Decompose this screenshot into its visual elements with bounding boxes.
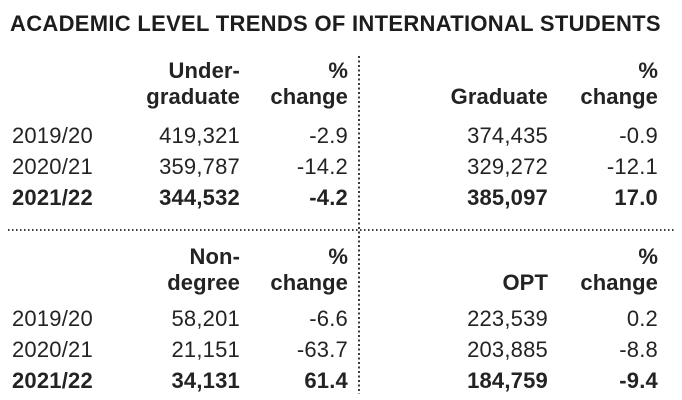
column-header-line: Graduate xyxy=(450,84,548,109)
header-row-bottom: Non- degree % change OPT % change xyxy=(0,244,682,296)
column-header-line xyxy=(348,58,548,84)
value-cell: 344,532 xyxy=(159,185,240,210)
column-header-line: change xyxy=(580,270,658,295)
column-header-line: % xyxy=(638,244,658,269)
value-cell: 419,321 xyxy=(159,123,240,148)
pct-change-cell: -0.9 xyxy=(619,123,658,148)
data-rows-top: 2019/20 419,321 -2.9 374,435 -0.9 2020/2… xyxy=(0,120,682,213)
column-header-nondegree: Non- degree xyxy=(107,244,240,296)
column-header-pct-change: % change xyxy=(240,58,348,110)
header-row-top: Under- graduate % change Graduate % chan… xyxy=(0,58,682,110)
pct-change-cell: -14.2 xyxy=(296,154,348,179)
pct-change-cell: 17.0 xyxy=(614,185,658,210)
table-section-top: Under- graduate % change Graduate % chan… xyxy=(0,58,682,213)
pct-change-cell: -63.7 xyxy=(296,337,348,362)
value-cell: 203,885 xyxy=(467,337,548,362)
pct-change-cell: -2.9 xyxy=(309,123,348,148)
pct-change-cell: -6.6 xyxy=(309,306,348,331)
year-label: 2020/21 xyxy=(12,154,93,179)
column-header-pct-change: % change xyxy=(240,244,348,296)
column-header-line: % xyxy=(328,244,348,269)
column-header-line: Under- xyxy=(168,58,240,83)
year-label: 2021/22 xyxy=(12,368,93,393)
value-cell: 184,759 xyxy=(467,368,548,393)
column-header-opt: OPT xyxy=(348,244,548,296)
table-row-latest-year: 2021/22 34,131 61.4 184,759 -9.4 xyxy=(0,365,682,396)
value-cell: 374,435 xyxy=(467,123,548,148)
column-header-line: degree xyxy=(167,270,240,295)
table-row: 2019/20 419,321 -2.9 374,435 -0.9 xyxy=(0,120,682,151)
column-header-line: graduate xyxy=(146,84,240,109)
page-title: ACADEMIC LEVEL TRENDS OF INTERNATIONAL S… xyxy=(10,11,661,36)
table-row: 2020/21 359,787 -14.2 329,272 -12.1 xyxy=(0,151,682,182)
column-header-line: Non- xyxy=(189,244,240,269)
data-rows-bottom: 2019/20 58,201 -6.6 223,539 0.2 2020/21 … xyxy=(0,303,682,396)
column-header-undergraduate: Under- graduate xyxy=(107,58,240,110)
table-section-bottom: Non- degree % change OPT % change 2019/2… xyxy=(0,244,682,396)
column-header-line: change xyxy=(580,84,658,109)
column-header-line: % xyxy=(638,58,658,83)
value-cell: 329,272 xyxy=(467,154,548,179)
column-header-line xyxy=(348,244,548,270)
value-cell: 21,151 xyxy=(171,337,240,362)
pct-change-cell: 61.4 xyxy=(304,368,348,393)
pct-change-cell: -4.2 xyxy=(309,185,348,210)
table-row: 2019/20 58,201 -6.6 223,539 0.2 xyxy=(0,303,682,334)
table-row-latest-year: 2021/22 344,532 -4.2 385,097 17.0 xyxy=(0,182,682,213)
column-header-pct-change: % change xyxy=(548,58,658,110)
pct-change-cell: 0.2 xyxy=(626,306,658,331)
year-label: 2019/20 xyxy=(12,123,93,148)
year-label: 2019/20 xyxy=(12,306,93,331)
pct-change-cell: -9.4 xyxy=(619,368,658,393)
column-header-graduate: Graduate xyxy=(348,58,548,110)
value-cell: 223,539 xyxy=(467,306,548,331)
column-header-line: OPT xyxy=(502,270,548,295)
year-label: 2021/22 xyxy=(12,185,93,210)
column-header-line: % xyxy=(328,58,348,83)
horizontal-dotted-divider xyxy=(8,229,674,231)
value-cell: 58,201 xyxy=(171,306,240,331)
table-row: 2020/21 21,151 -63.7 203,885 -8.8 xyxy=(0,334,682,365)
year-label: 2020/21 xyxy=(12,337,93,362)
column-header-pct-change: % change xyxy=(548,244,658,296)
value-cell: 359,787 xyxy=(159,154,240,179)
value-cell: 34,131 xyxy=(171,368,240,393)
column-header-line: change xyxy=(270,270,348,295)
pct-change-cell: -8.8 xyxy=(619,337,658,362)
vertical-dotted-divider xyxy=(358,56,360,394)
pct-change-cell: -12.1 xyxy=(606,154,658,179)
value-cell: 385,097 xyxy=(467,185,548,210)
column-header-line: change xyxy=(270,84,348,109)
header-spacer xyxy=(12,58,107,110)
header-spacer xyxy=(12,244,107,296)
